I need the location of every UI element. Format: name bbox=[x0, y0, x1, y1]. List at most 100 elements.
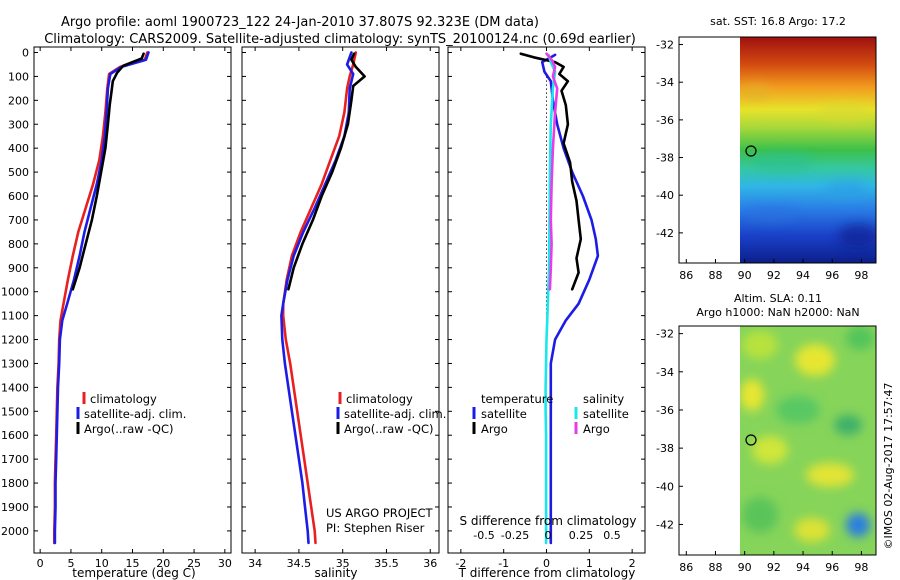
map-x-tick-label: 92 bbox=[767, 269, 781, 282]
map-x-tick-label: 90 bbox=[738, 561, 752, 574]
temperature-legend: climatology satellite-adj. clim. Argo(..… bbox=[76, 392, 186, 436]
sla-field bbox=[740, 326, 876, 555]
t-difference-axis-label: T difference from climatology bbox=[458, 566, 636, 580]
map-y-tick-label: -42 bbox=[656, 518, 674, 531]
sst-blob bbox=[750, 152, 814, 172]
depth-tick-label: 400 bbox=[8, 142, 29, 155]
credit-stamp: ©IMOS 02-Aug-2017 17:57:47 bbox=[882, 383, 895, 550]
salinity-panel-frame bbox=[241, 46, 440, 554]
x-tick-label: 35 bbox=[336, 557, 350, 570]
depth-tick-label: 300 bbox=[8, 118, 29, 131]
map-y-tick-label: -34 bbox=[656, 366, 674, 379]
sst-texture bbox=[740, 84, 876, 248]
depth-tick-label: 1400 bbox=[1, 381, 29, 394]
legend-t-satellite-label: satellite bbox=[481, 407, 527, 421]
sla-blob bbox=[752, 436, 788, 464]
x-tick-label: -2 bbox=[455, 557, 466, 570]
depth-tick-label: 500 bbox=[8, 166, 29, 179]
map-x-tick-label: 94 bbox=[796, 561, 810, 574]
x-tick-label: 2 bbox=[629, 557, 636, 570]
sla-blob bbox=[795, 344, 835, 376]
legend-argo-label: Argo(..raw -QC) bbox=[344, 422, 434, 436]
depth-tick-label: 0 bbox=[22, 47, 29, 60]
depth-tick-label: 200 bbox=[8, 94, 29, 107]
sst-blob bbox=[824, 181, 868, 199]
x-tick-label: 34.5 bbox=[287, 557, 312, 570]
sla-blob bbox=[776, 396, 820, 424]
legend-t-argo-label: Argo bbox=[481, 422, 508, 436]
series-line-salinity-argo bbox=[545, 52, 559, 291]
s-diff-tick-label: 0 bbox=[545, 529, 552, 542]
depth-tick-label: 100 bbox=[8, 70, 29, 83]
legend-salinity-title: salinity bbox=[583, 392, 624, 406]
depth-tick-label: 900 bbox=[8, 262, 29, 275]
sst-profile-marker bbox=[745, 145, 757, 157]
legend-climatology-label: climatology bbox=[90, 392, 157, 406]
x-tick-label: 1 bbox=[586, 557, 593, 570]
sst-map-title: sat. SST: 16.8 Argo: 17.2 bbox=[710, 15, 846, 28]
map-y-tick-label: -32 bbox=[656, 328, 674, 341]
project-annotation: US ARGO PROJECT bbox=[326, 506, 434, 520]
depth-tick-label: 1100 bbox=[1, 310, 29, 323]
s-difference-axis-label: S difference from climatology bbox=[460, 514, 637, 528]
depth-tick-label: 1200 bbox=[1, 334, 29, 347]
map-y-tick-label: -36 bbox=[656, 404, 674, 417]
x-tick-label: 15 bbox=[126, 557, 140, 570]
legend-s-argo-label: Argo bbox=[583, 422, 610, 436]
series-line-temperature-argo bbox=[519, 52, 583, 291]
sla-blob bbox=[742, 497, 778, 533]
map-x-tick-label: 96 bbox=[825, 269, 839, 282]
series-line-satellite-adj-clim- bbox=[53, 51, 150, 545]
map-y-tick-label: -38 bbox=[656, 152, 674, 165]
x-tick-label: 34 bbox=[248, 557, 262, 570]
depth-tick-label: 1700 bbox=[1, 453, 29, 466]
map-x-tick-label: 86 bbox=[679, 269, 693, 282]
series-line-salinity-satellite bbox=[544, 53, 557, 545]
sla-map-frame bbox=[678, 325, 877, 556]
series-line-climatology bbox=[281, 51, 358, 545]
sla-texture bbox=[740, 326, 874, 542]
pi-annotation: PI: Stephen Riser bbox=[326, 521, 425, 535]
map-x-tick-label: 96 bbox=[825, 561, 839, 574]
s-difference-tick-labels: -0.5 -0.25 0 0.25 0.5 bbox=[473, 529, 620, 542]
map-x-tick-label: 92 bbox=[767, 561, 781, 574]
sla-blob bbox=[740, 379, 764, 411]
map-x-tick-label: 86 bbox=[679, 561, 693, 574]
depth-tick-label: 1800 bbox=[1, 477, 29, 490]
map-y-tick-label: -34 bbox=[656, 76, 674, 89]
depth-tick-label: 700 bbox=[8, 214, 29, 227]
depth-tick-label: 1600 bbox=[1, 429, 29, 442]
title-line-2: Climatology: CARS2009. Satellite-adjuste… bbox=[44, 32, 636, 47]
map-y-tick-label: -40 bbox=[656, 189, 674, 202]
x-tick-label: -1 bbox=[498, 557, 509, 570]
map-x-tick-label: 88 bbox=[708, 269, 722, 282]
depth-axis: 0 100 200 300 400 500 600 700 800 900 1000 1100 1200… bbox=[1, 47, 645, 538]
legend-satellite-label: satellite-adj. clim. bbox=[344, 407, 446, 421]
title-line-1: Argo profile: aoml 1900723_122 24-Jan-20… bbox=[61, 15, 539, 30]
depth-tick-label: 1500 bbox=[1, 405, 29, 418]
difference-legend: temperature salinity satellite Argo sate… bbox=[472, 392, 629, 436]
depth-tick-label: 800 bbox=[8, 238, 29, 251]
x-tick-label: 20 bbox=[156, 557, 170, 570]
x-tick-label: 5 bbox=[67, 557, 74, 570]
depth-tick-label: 1300 bbox=[1, 357, 29, 370]
legend-s-satellite-label: satellite bbox=[583, 407, 629, 421]
map-x-tick-label: 98 bbox=[854, 269, 868, 282]
map-x-tick-label: 88 bbox=[708, 561, 722, 574]
s-diff-tick-label: 0.5 bbox=[603, 529, 621, 542]
sla-blob bbox=[846, 513, 870, 537]
depth-tick-label: 1900 bbox=[1, 501, 29, 514]
series-line-argo-raw-qc- bbox=[71, 52, 145, 291]
legend-argo-label: Argo(..raw -QC) bbox=[84, 422, 174, 436]
sla-map-title-2: Argo h1000: NaN h2000: NaN bbox=[696, 306, 859, 319]
salinity-axis-label: salinity bbox=[314, 566, 357, 580]
x-tick-label: 10 bbox=[95, 557, 109, 570]
x-tick-label: 0 bbox=[37, 557, 44, 570]
sla-blob bbox=[794, 518, 830, 542]
depth-tick-label: 1000 bbox=[1, 286, 29, 299]
x-tick-label: 30 bbox=[218, 557, 232, 570]
x-tick-label: 25 bbox=[187, 557, 201, 570]
x-tick-label: 36 bbox=[423, 557, 437, 570]
sla-map-title-1: Altim. SLA: 0.11 bbox=[734, 292, 822, 305]
